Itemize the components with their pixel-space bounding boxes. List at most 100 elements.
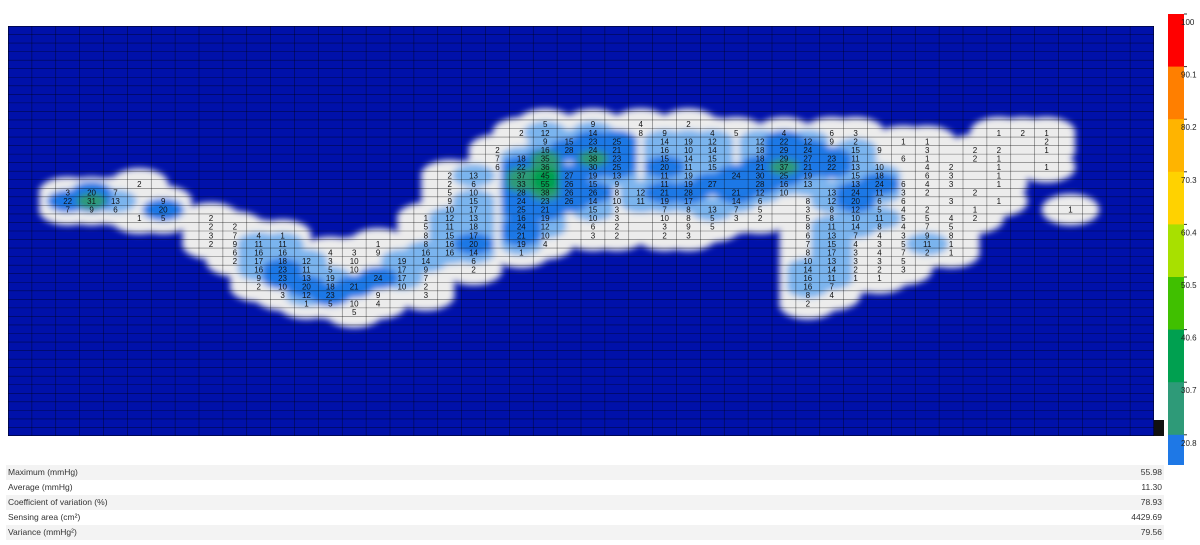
stat-label: Variance (mmHg²) xyxy=(8,527,77,537)
cell-value: 20 xyxy=(851,197,860,206)
cell-value: 18 xyxy=(517,154,526,163)
cell-value: 2 xyxy=(686,120,691,129)
cell-value: 24 xyxy=(732,171,741,180)
cell-value: 3 xyxy=(901,265,906,274)
cell-value: 12 xyxy=(827,197,836,206)
cell-value: 5 xyxy=(447,189,452,198)
cell-value: 17 xyxy=(684,197,693,206)
cell-value: 23 xyxy=(541,197,550,206)
cell-value: 6 xyxy=(471,180,476,189)
cell-value: 12 xyxy=(541,223,550,232)
cell-value: 2 xyxy=(973,154,978,163)
cell-value: 11 xyxy=(255,240,264,249)
cell-value: 9 xyxy=(256,274,261,283)
cell-value: 4 xyxy=(829,291,834,300)
cell-value: 3 xyxy=(328,257,333,266)
cell-value: 22 xyxy=(517,163,526,172)
cell-value: 4 xyxy=(925,163,930,172)
cell-value: 6 xyxy=(495,163,500,172)
cell-value: 16 xyxy=(254,248,263,257)
legend-swatch xyxy=(1168,277,1184,331)
cell-value: 15 xyxy=(851,171,860,180)
cell-value: 19 xyxy=(684,180,693,189)
pressure-region xyxy=(1017,151,1076,183)
cell-value: 1 xyxy=(949,248,954,257)
cell-value: 19 xyxy=(397,257,406,266)
pressure-region xyxy=(531,176,559,192)
cell-value: 28 xyxy=(756,180,765,189)
cell-value: 7 xyxy=(829,283,834,292)
cell-value: 19 xyxy=(684,171,693,180)
cell-value: 3 xyxy=(280,291,285,300)
cell-value: 3 xyxy=(591,231,596,240)
cell-value: 10 xyxy=(445,206,454,215)
cell-value: 12 xyxy=(302,291,311,300)
cell-value: 22 xyxy=(827,163,836,172)
cell-value: 2 xyxy=(877,265,882,274)
cell-value: 15 xyxy=(445,231,454,240)
cell-value: 10 xyxy=(875,163,884,172)
cell-value: 12 xyxy=(445,214,454,223)
cell-value: 28 xyxy=(565,146,574,155)
cell-value: 3 xyxy=(65,189,70,198)
cell-value: 13 xyxy=(302,274,311,283)
pressure-region xyxy=(659,219,718,251)
legend-tick-label: 50.5 xyxy=(1181,281,1197,290)
cell-value: 8 xyxy=(424,240,429,249)
stat-row-cov: Coefficient of variation (%) 78.93 xyxy=(6,495,1164,510)
cell-value: 29 xyxy=(779,154,788,163)
cell-value: 12 xyxy=(756,137,765,146)
cell-value: 1 xyxy=(973,206,978,215)
pressure-region xyxy=(850,262,909,294)
cell-value: 16 xyxy=(278,248,287,257)
cell-value: 6 xyxy=(471,257,476,266)
cell-value: 2 xyxy=(973,146,978,155)
legend-tick-label: 60.4 xyxy=(1181,228,1197,237)
pressure-region xyxy=(587,219,646,251)
cell-value: 3 xyxy=(853,248,858,257)
cell-value: 23 xyxy=(588,137,597,146)
cell-value: 25 xyxy=(517,206,526,215)
cell-value: 6 xyxy=(901,180,906,189)
cell-value: 8 xyxy=(686,214,691,223)
cell-value: 27 xyxy=(803,154,812,163)
cell-value: 2 xyxy=(256,283,261,292)
legend-tick-label: 30.7 xyxy=(1181,386,1197,395)
cell-value: 15 xyxy=(708,163,717,172)
cell-value: 6 xyxy=(901,197,906,206)
cell-value: 6 xyxy=(591,223,596,232)
cell-value: 55 xyxy=(541,180,550,189)
cell-value: 4 xyxy=(949,214,954,223)
cell-value: 1 xyxy=(997,197,1002,206)
cell-value: 14 xyxy=(708,146,717,155)
stat-value: 55.98 xyxy=(1140,467,1162,477)
cell-value: 10 xyxy=(397,283,406,292)
cell-value: 20 xyxy=(660,163,669,172)
stat-label: Average (mmHg) xyxy=(8,482,73,492)
cell-value: 22 xyxy=(63,197,72,206)
cell-value: 2 xyxy=(853,265,858,274)
cell-value: 13 xyxy=(708,206,717,215)
cell-value: 8 xyxy=(829,206,834,215)
cell-value: 8 xyxy=(806,248,811,257)
cell-value: 1 xyxy=(424,214,429,223)
cell-value: 3 xyxy=(901,231,906,240)
cell-value: 4 xyxy=(328,248,333,257)
cell-value: 5 xyxy=(328,300,333,309)
color-legend: 10090.180.270.360.450.540.630.720.810.91… xyxy=(1168,13,1197,465)
cell-value: 14 xyxy=(588,129,597,138)
cell-value: 7 xyxy=(113,189,118,198)
cell-value: 14 xyxy=(803,265,812,274)
cell-value: 2 xyxy=(233,257,238,266)
cell-value: 6 xyxy=(901,154,906,163)
stat-value: 11.30 xyxy=(1141,482,1162,492)
cell-value: 9 xyxy=(686,223,691,232)
cell-value: 13 xyxy=(827,257,836,266)
cell-value: 9 xyxy=(925,231,930,240)
cell-value: 1 xyxy=(997,154,1002,163)
cell-value: 9 xyxy=(376,291,381,300)
scroll-marker xyxy=(1154,420,1164,436)
cell-value: 5 xyxy=(352,308,357,317)
cell-value: 12 xyxy=(636,189,645,198)
cell-value: 7 xyxy=(233,231,238,240)
